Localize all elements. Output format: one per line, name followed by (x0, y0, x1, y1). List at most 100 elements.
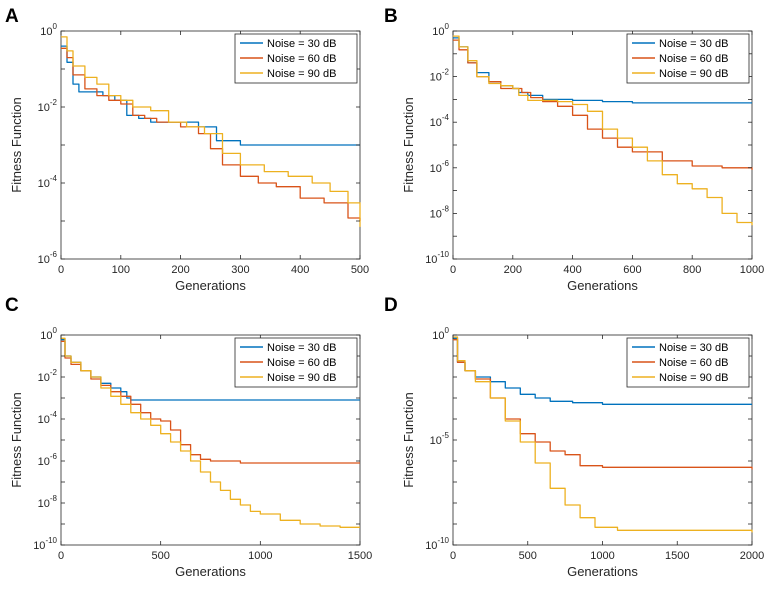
panel-letter: B (384, 6, 398, 27)
y-tick-exponent: 0 (445, 22, 450, 31)
y-tick-exponent: -5 (442, 431, 450, 440)
y-tick-base: 10 (425, 540, 437, 552)
legend-entry-1: Noise = 30 dB (267, 342, 336, 354)
y-tick-base: 10 (430, 117, 442, 129)
y-axis-label: Fitness Function (401, 392, 416, 487)
x-tick-label: 300 (231, 264, 249, 276)
x-axis-label: Generations (175, 564, 246, 579)
legend: Noise = 30 dB Noise = 60 dB Noise = 90 dB (626, 337, 750, 388)
panel-letter: D (384, 295, 398, 316)
y-tick-base: 10 (432, 330, 444, 342)
y-tick-exponent: -6 (442, 159, 450, 168)
y-tick-exponent: -10 (45, 536, 57, 545)
y-tick-base: 10 (38, 254, 50, 266)
panel-D: D0 500 1000 1500 200010-1010-5100Generations… (384, 295, 764, 579)
y-tick-base: 10 (38, 102, 50, 114)
panel-B: B0 200 400 600 800 100010-1010-810-610-410-21… (384, 6, 764, 293)
y-tick-exponent: 0 (53, 22, 58, 31)
y-tick-label: 100 (432, 22, 449, 38)
x-tick-label: 1500 (348, 550, 372, 562)
panel-A: A0 100 200 300 400 50010-610-410-2100Generati… (5, 6, 369, 293)
x-tick-label: 1000 (590, 550, 614, 562)
y-tick-base: 10 (430, 163, 442, 175)
y-tick-exponent: -10 (437, 536, 449, 545)
y-tick-exponent: -2 (442, 68, 450, 77)
y-tick-base: 10 (38, 178, 50, 190)
y-tick-exponent: -4 (50, 410, 58, 419)
y-tick-label: 10-4 (430, 113, 450, 129)
y-tick-exponent: 0 (53, 326, 58, 335)
x-axis-label: Generations (567, 564, 638, 579)
y-axis-label: Fitness Function (9, 392, 24, 487)
y-tick-label: 10-5 (430, 431, 450, 447)
legend-entry-2: Noise = 60 dB (267, 357, 336, 369)
y-tick-label: 10-6 (430, 159, 450, 175)
x-axis-label: Generations (175, 278, 246, 293)
y-tick-label: 10-6 (38, 250, 58, 266)
y-tick-label: 100 (40, 326, 57, 342)
legend-entry-2: Noise = 60 dB (267, 53, 336, 65)
x-tick-label: 1500 (665, 550, 689, 562)
y-tick-exponent: -8 (442, 204, 450, 213)
legend-entry-3: Noise = 90 dB (659, 68, 728, 80)
legend: Noise = 30 dB Noise = 60 dB Noise = 90 dB (234, 337, 358, 388)
y-axis-label: Fitness Function (9, 97, 24, 192)
y-tick-label: 10-8 (38, 494, 58, 510)
y-tick-label: 100 (432, 326, 449, 342)
legend-entry-1: Noise = 30 dB (659, 342, 728, 354)
y-tick-exponent: -6 (50, 452, 58, 461)
y-tick-base: 10 (38, 456, 50, 468)
y-tick-base: 10 (430, 208, 442, 220)
y-tick-base: 10 (425, 254, 437, 266)
series-line-3 (61, 337, 360, 528)
x-tick-label: 600 (623, 264, 641, 276)
x-tick-label: 800 (683, 264, 701, 276)
panel-letter: A (5, 6, 19, 27)
series-line-3 (453, 35, 753, 226)
panel-C: C0 500 1000 150010-1010-810-610-410-2100Gen… (5, 295, 372, 579)
x-tick-label: 1000 (740, 264, 764, 276)
series-line-3 (453, 336, 753, 533)
y-tick-base: 10 (430, 72, 442, 84)
y-tick-label: 10-4 (38, 410, 58, 426)
series-line-3 (61, 36, 361, 227)
y-tick-exponent: -4 (442, 113, 450, 122)
y-tick-exponent: -2 (50, 368, 58, 377)
x-tick-label: 0 (450, 264, 456, 276)
series-line-2 (61, 47, 361, 221)
y-tick-label: 10-8 (430, 204, 450, 220)
legend-entry-2: Noise = 60 dB (659, 53, 728, 65)
y-tick-base: 10 (430, 435, 442, 447)
y-tick-exponent: -8 (50, 494, 58, 503)
y-tick-base: 10 (38, 414, 50, 426)
y-tick-base: 10 (40, 26, 52, 38)
x-tick-label: 2000 (740, 550, 764, 562)
x-tick-label: 400 (563, 264, 581, 276)
y-tick-base: 10 (40, 330, 52, 342)
y-tick-label: 10-2 (38, 98, 58, 114)
legend: Noise = 30 dB Noise = 60 dB Noise = 90 dB (234, 33, 358, 84)
y-tick-base: 10 (38, 372, 50, 384)
legend-entry-3: Noise = 90 dB (267, 372, 336, 384)
x-tick-label: 0 (58, 550, 64, 562)
y-tick-exponent: -10 (437, 250, 449, 259)
panel-letter: C (5, 295, 19, 316)
x-tick-label: 100 (112, 264, 130, 276)
y-tick-exponent: -4 (50, 174, 58, 183)
x-axis-label: Generations (567, 278, 638, 293)
x-tick-label: 500 (151, 550, 169, 562)
y-tick-label: 10-10 (425, 250, 449, 266)
y-tick-exponent: -6 (50, 250, 58, 259)
legend: Noise = 30 dB Noise = 60 dB Noise = 90 dB (626, 33, 750, 84)
x-tick-label: 200 (171, 264, 189, 276)
x-tick-label: 200 (504, 264, 522, 276)
y-tick-label: 100 (40, 22, 57, 38)
y-tick-label: 10-10 (425, 536, 449, 552)
x-tick-label: 400 (291, 264, 309, 276)
x-tick-label: 500 (519, 550, 537, 562)
y-tick-base: 10 (38, 498, 50, 510)
legend-entry-3: Noise = 90 dB (659, 372, 728, 384)
legend-entry-3: Noise = 90 dB (267, 68, 336, 80)
legend-entry-2: Noise = 60 dB (659, 357, 728, 369)
y-tick-exponent: 0 (445, 326, 450, 335)
